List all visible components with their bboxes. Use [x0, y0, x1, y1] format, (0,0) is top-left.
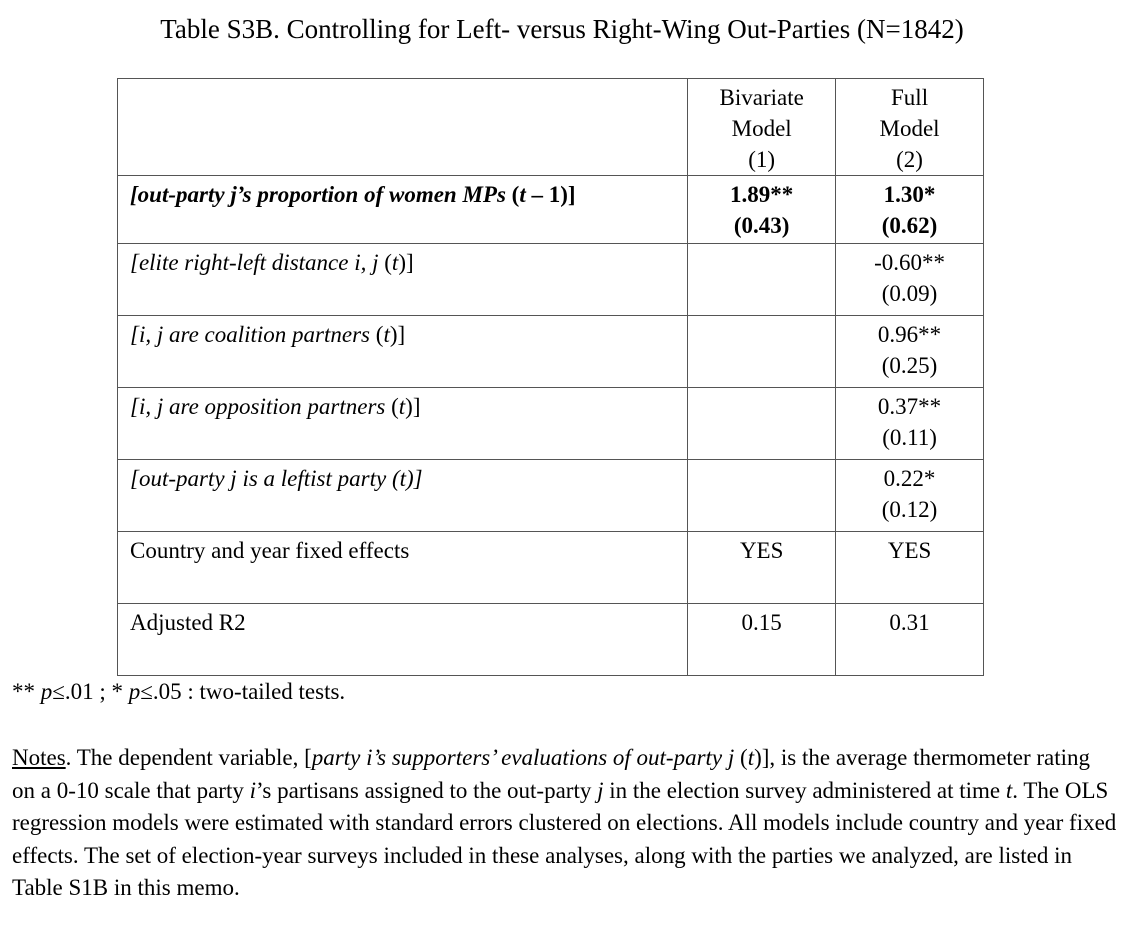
- table-row: Adjusted R2 0.15 0.31: [116, 603, 984, 676]
- row-label-elite-distance: [elite right-left distance i, j (t)]: [116, 243, 689, 316]
- notes-heading: Notes: [12, 745, 66, 770]
- table-row: [i, j are coalition partners (t)] 0.96**…: [116, 315, 984, 388]
- model-1-cell: [687, 315, 837, 388]
- row-label-fixed-effects: Country and year fixed effects: [116, 531, 689, 604]
- model-2-cell: 0.31: [835, 603, 984, 676]
- model-2-cell: 1.30* (0.62): [835, 175, 984, 244]
- model-1-cell: [687, 459, 837, 532]
- model-2-cell: -0.60** (0.09): [835, 243, 984, 316]
- table-row: [elite right-left distance i, j (t)] -0.…: [116, 243, 984, 316]
- significance-footnote: ** p≤.01 ; * p≤.05 : two-tailed tests.: [12, 679, 346, 704]
- row-label-leftist: [out-party j is a leftist party (t)]: [116, 459, 689, 532]
- table-notes: Notes. The dependent variable, [party i’…: [12, 745, 1117, 900]
- row-label-coalition: [i, j are coalition partners (t)]: [116, 315, 689, 388]
- regression-table: Bivariate Model (1) Full Model (2) [out-…: [116, 78, 984, 676]
- model-1-cell: YES: [687, 531, 837, 604]
- header-empty-cell: [116, 78, 689, 176]
- table-row: [out-party j’s proportion of women MPs (…: [116, 175, 984, 244]
- row-label-opposition: [i, j are opposition partners (t)]: [116, 387, 689, 460]
- model-1-cell: [687, 243, 837, 316]
- model-2-cell: 0.22* (0.12): [835, 459, 984, 532]
- table-row: Country and year fixed effects YES YES: [116, 531, 984, 604]
- model-1-cell: 1.89** (0.43): [687, 175, 837, 244]
- table-row: [i, j are opposition partners (t)] 0.37*…: [116, 387, 984, 460]
- row-label-adjusted-r2: Adjusted R2: [116, 603, 689, 676]
- column-header-model-1: Bivariate Model (1): [687, 78, 837, 176]
- header-row: Bivariate Model (1) Full Model (2): [116, 78, 984, 176]
- model-2-cell: 0.37** (0.11): [835, 387, 984, 460]
- model-1-cell: [687, 387, 837, 460]
- model-2-cell: 0.96** (0.25): [835, 315, 984, 388]
- column-header-model-2: Full Model (2): [835, 78, 984, 176]
- row-label-women-mps: [out-party j’s proportion of women MPs (…: [116, 175, 689, 244]
- model-2-cell: YES: [835, 531, 984, 604]
- table-row: [out-party j is a leftist party (t)] 0.2…: [116, 459, 984, 532]
- table-title: Table S3B. Controlling for Left- versus …: [160, 14, 964, 44]
- model-1-cell: 0.15: [687, 603, 837, 676]
